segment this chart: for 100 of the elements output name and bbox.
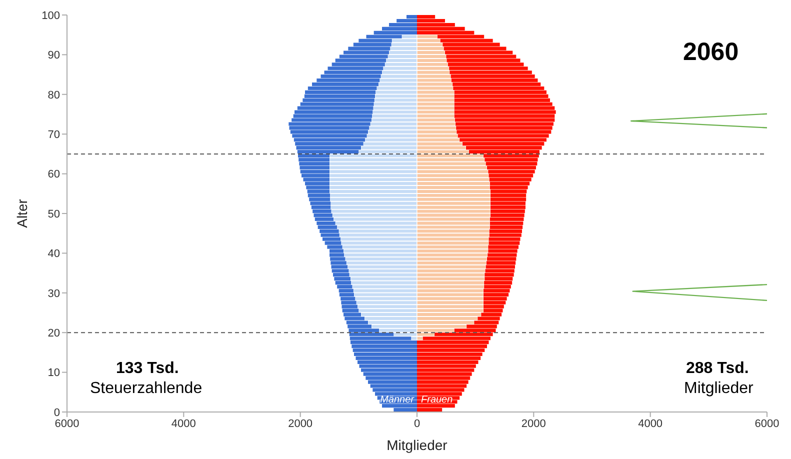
- bar: [290, 130, 368, 134]
- bar: [490, 186, 528, 190]
- bar: [486, 261, 516, 265]
- bar: [382, 404, 417, 408]
- y-tick-label: 60: [48, 168, 60, 181]
- bar: [306, 186, 330, 190]
- bar: [368, 380, 417, 384]
- bar: [363, 372, 417, 376]
- bar: [293, 114, 372, 118]
- bar: [488, 249, 518, 253]
- bar: [487, 166, 536, 170]
- x-tick-label: 2000: [521, 418, 546, 430]
- bar: [466, 146, 542, 150]
- bar: [322, 237, 341, 241]
- y-tick-label: 50: [48, 208, 60, 220]
- bar: [456, 126, 552, 130]
- bar: [490, 190, 527, 194]
- text: 2060: [683, 38, 739, 67]
- bar: [417, 376, 470, 380]
- bar: [297, 150, 359, 154]
- bar: [344, 316, 364, 320]
- bar: [417, 340, 489, 344]
- bar: [446, 58, 520, 62]
- bar: [359, 364, 417, 368]
- bar: [454, 94, 548, 98]
- bar: [484, 284, 511, 289]
- bar: [484, 273, 514, 277]
- bar: [488, 170, 535, 174]
- bar: [302, 174, 330, 178]
- bar: [456, 122, 554, 126]
- bar: [488, 241, 520, 245]
- bar: [330, 261, 346, 265]
- bar: [450, 74, 535, 78]
- bar: [417, 380, 468, 384]
- x-tick-label: 4000: [171, 418, 196, 430]
- bar: [453, 86, 544, 90]
- x-axis-title: Mitglieder: [386, 437, 448, 453]
- bar: [297, 106, 374, 110]
- bar: [488, 174, 534, 178]
- bar: [314, 217, 334, 222]
- bar: [309, 198, 330, 202]
- bar: [489, 233, 522, 237]
- y-tick-label: 30: [48, 288, 60, 300]
- bar: [294, 110, 373, 114]
- bar: [300, 166, 330, 170]
- bar: [352, 348, 417, 352]
- bar: [330, 253, 344, 257]
- bar: [417, 392, 462, 396]
- series-label: Frauen: [421, 394, 454, 406]
- bar: [366, 376, 417, 380]
- bar: [454, 106, 555, 110]
- series-label: Männer: [380, 394, 415, 406]
- bar: [361, 368, 417, 372]
- bar: [333, 273, 350, 277]
- bar: [484, 300, 506, 304]
- bar: [488, 237, 520, 241]
- bar: [356, 356, 417, 360]
- bar: [460, 138, 546, 142]
- bar: [312, 82, 378, 86]
- y-tick-label: 40: [48, 248, 60, 260]
- y-tick-label: 10: [48, 367, 60, 380]
- bar: [292, 118, 372, 122]
- bar: [454, 98, 550, 102]
- y-tick-label: 100: [42, 10, 60, 22]
- bar: [490, 225, 523, 229]
- bar: [288, 122, 370, 126]
- bar: [417, 388, 464, 392]
- bar: [484, 280, 512, 285]
- bar: [289, 126, 370, 130]
- bar: [292, 134, 367, 138]
- bar: [454, 114, 555, 118]
- y-tick-label: 0: [54, 406, 60, 419]
- bar: [417, 356, 481, 360]
- bar: [448, 62, 524, 66]
- bar: [417, 384, 467, 388]
- bar: [335, 58, 386, 62]
- bar: [295, 142, 364, 146]
- bar: [445, 50, 513, 54]
- bar: [370, 384, 417, 388]
- bar: [490, 182, 530, 186]
- bar: [484, 158, 538, 162]
- bar: [332, 269, 349, 273]
- bar: [487, 257, 516, 261]
- bar: [468, 150, 540, 154]
- bar: [452, 82, 541, 86]
- bar: [332, 62, 385, 66]
- bar: [310, 202, 331, 206]
- bar: [454, 110, 556, 114]
- y-tick-label: 70: [48, 129, 60, 142]
- bar: [375, 392, 417, 396]
- bar: [417, 372, 472, 376]
- bar: [484, 304, 504, 308]
- bar: [484, 277, 513, 281]
- annotation: Steuerzahlende: [90, 380, 202, 398]
- annotation: 133 Tsd.: [116, 360, 179, 378]
- bar: [478, 316, 500, 320]
- bar: [324, 241, 342, 245]
- bar: [417, 344, 487, 348]
- bar: [490, 217, 524, 222]
- x-tick-label: 0: [414, 418, 420, 430]
